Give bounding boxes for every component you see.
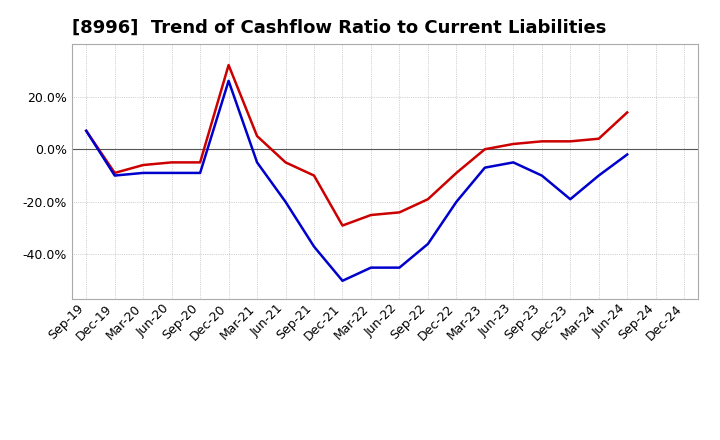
Operating CF to Current Liabilities [509,141,518,147]
Free CF to Current Liabilities [338,278,347,283]
Free CF to Current Liabilities [196,170,204,176]
Operating CF to Current Liabilities [537,139,546,144]
Free CF to Current Liabilities [366,265,375,270]
Operating CF to Current Liabilities [196,160,204,165]
Operating CF to Current Liabilities [139,162,148,168]
Operating CF to Current Liabilities [423,197,432,202]
Free CF to Current Liabilities [167,170,176,176]
Free CF to Current Liabilities [395,265,404,270]
Free CF to Current Liabilities [623,152,631,157]
Operating CF to Current Liabilities [595,136,603,141]
Free CF to Current Liabilities [82,128,91,133]
Operating CF to Current Liabilities [338,223,347,228]
Line: Free CF to Current Liabilities: Free CF to Current Liabilities [86,81,627,281]
Operating CF to Current Liabilities [167,160,176,165]
Free CF to Current Liabilities [310,244,318,249]
Free CF to Current Liabilities [282,199,290,205]
Operating CF to Current Liabilities [366,213,375,218]
Operating CF to Current Liabilities [623,110,631,115]
Operating CF to Current Liabilities [480,147,489,152]
Free CF to Current Liabilities [566,197,575,202]
Operating CF to Current Liabilities [82,128,91,133]
Free CF to Current Liabilities [225,78,233,84]
Operating CF to Current Liabilities [282,160,290,165]
Free CF to Current Liabilities [139,170,148,176]
Line: Operating CF to Current Liabilities: Operating CF to Current Liabilities [86,65,627,226]
Operating CF to Current Liabilities [253,133,261,139]
Operating CF to Current Liabilities [566,139,575,144]
Operating CF to Current Liabilities [452,170,461,176]
Legend: Operating CF to Current Liabilities, Free CF to Current Liabilities: Operating CF to Current Liabilities, Fre… [135,438,636,440]
Free CF to Current Liabilities [110,173,119,178]
Text: [8996]  Trend of Cashflow Ratio to Current Liabilities: [8996] Trend of Cashflow Ratio to Curren… [72,19,606,37]
Operating CF to Current Liabilities [310,173,318,178]
Operating CF to Current Liabilities [110,170,119,176]
Free CF to Current Liabilities [253,160,261,165]
Free CF to Current Liabilities [509,160,518,165]
Operating CF to Current Liabilities [395,210,404,215]
Free CF to Current Liabilities [595,173,603,178]
Free CF to Current Liabilities [452,199,461,205]
Free CF to Current Liabilities [480,165,489,170]
Operating CF to Current Liabilities [225,62,233,68]
Free CF to Current Liabilities [423,241,432,246]
Free CF to Current Liabilities [537,173,546,178]
